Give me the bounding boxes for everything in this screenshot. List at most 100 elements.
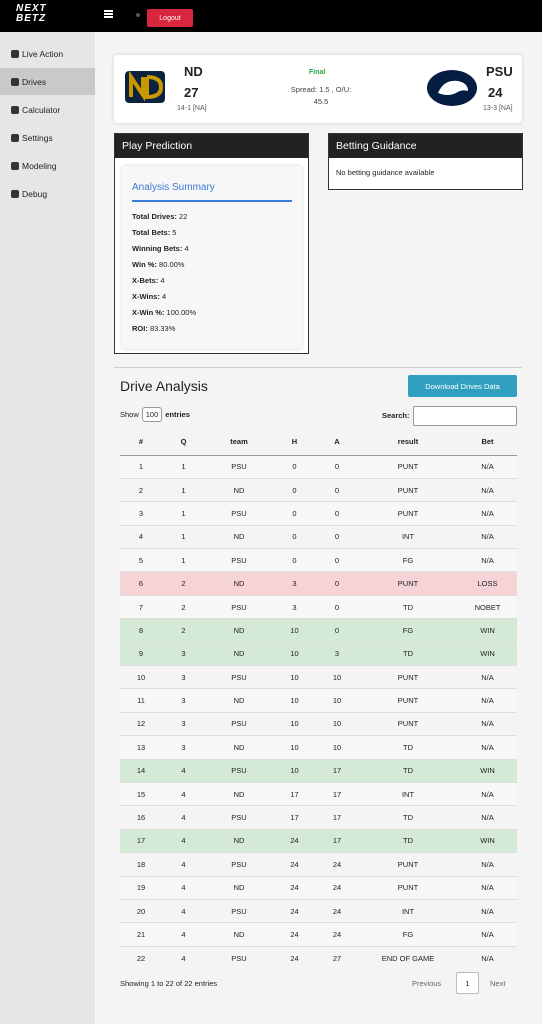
- table-row: 12 3 PSU 10 10 PUNT N/A: [120, 711, 517, 736]
- stat-value: 22: [178, 212, 188, 221]
- column-header[interactable]: result: [358, 428, 458, 456]
- table-cell: 4: [162, 922, 205, 947]
- table-cell: PUNT: [358, 477, 458, 502]
- table-cell: 0: [273, 454, 316, 479]
- sidebar-label: Drives: [22, 76, 47, 87]
- page-button[interactable]: 1: [456, 972, 479, 994]
- table-row: 7 2 PSU 3 0 TD NOBET: [120, 594, 517, 619]
- table-cell: ND: [205, 641, 273, 666]
- table-cell: N/A: [458, 945, 517, 970]
- home-record: 14-1 [NA]: [177, 105, 207, 112]
- table-cell: N/A: [458, 501, 517, 526]
- column-header[interactable]: team: [205, 428, 273, 456]
- column-header[interactable]: #: [120, 428, 162, 456]
- sidebar-item[interactable]: Drives: [0, 68, 95, 95]
- away-score: 24: [488, 85, 503, 100]
- table-cell: 0: [273, 501, 316, 526]
- table-cell: 24: [316, 852, 358, 877]
- column-header[interactable]: H: [273, 428, 316, 456]
- status-dot: [136, 13, 140, 17]
- table-row: 11 3 ND 10 10 PUNT N/A: [120, 688, 517, 713]
- show-label: Show: [120, 410, 139, 419]
- logout-button[interactable]: Logout: [147, 9, 193, 27]
- search-label: Search:: [382, 411, 410, 420]
- table-cell: 10: [273, 641, 316, 666]
- table-cell: ND: [205, 618, 273, 643]
- away-record: 13-3 [NA]: [483, 105, 513, 112]
- column-header[interactable]: A: [316, 428, 358, 456]
- table-cell: WIN: [458, 828, 517, 853]
- table-cell: TD: [358, 758, 458, 783]
- table-cell: 10: [273, 618, 316, 643]
- table-cell: 10: [273, 711, 316, 736]
- summary-title: Analysis Summary: [132, 182, 215, 193]
- table-cell: 10: [316, 688, 358, 713]
- table-cell: 10: [120, 665, 162, 689]
- table-cell: 3: [162, 688, 205, 713]
- scoreboard: ND 27 14-1 [NA] Final Spread: 1.5 , O/U:…: [114, 55, 522, 123]
- table-cell: 24: [273, 828, 316, 853]
- table-cell: 10: [273, 735, 316, 760]
- sidebar-item[interactable]: Calculator: [0, 96, 95, 123]
- brand-logo[interactable]: NEXT BETZ: [16, 4, 47, 24]
- table-cell: N/A: [458, 548, 517, 572]
- table-cell: PSU: [205, 548, 273, 572]
- table-cell: 4: [162, 898, 205, 923]
- table-cell: 24: [316, 922, 358, 947]
- menu-toggle[interactable]: [104, 10, 113, 18]
- table-row: 20 4 PSU 24 24 INT N/A: [120, 898, 517, 923]
- table-cell: 7: [120, 594, 162, 619]
- column-header[interactable]: Bet: [458, 428, 517, 456]
- table-cell: 2: [120, 477, 162, 502]
- stat-row: Total Drives: 22: [132, 212, 187, 221]
- table-cell: 10: [273, 758, 316, 783]
- table-cell: FG: [358, 548, 458, 572]
- table-cell: INT: [358, 898, 458, 923]
- sidebar-item[interactable]: Modeling: [0, 152, 95, 179]
- stat-value: 80.00%: [159, 260, 185, 269]
- table-cell: PSU: [205, 594, 273, 619]
- table-cell: PUNT: [358, 875, 458, 900]
- table-row: 10 3 PSU 10 10 PUNT N/A: [120, 665, 517, 689]
- table-cell: 24: [316, 898, 358, 923]
- table-cell: PSU: [205, 501, 273, 526]
- table-cell: PUNT: [358, 688, 458, 713]
- table-row: 22 4 PSU 24 27 END OF GAME N/A: [120, 945, 517, 970]
- play-prediction-panel: Play Prediction Analysis Summary Total D…: [114, 133, 309, 354]
- table-cell: 17: [316, 828, 358, 853]
- entries-label: entries: [165, 410, 190, 419]
- table-cell: FG: [358, 922, 458, 947]
- table-cell: ND: [205, 828, 273, 853]
- sidebar-item[interactable]: Live Action: [0, 40, 95, 67]
- sidebar-item[interactable]: Debug: [0, 180, 95, 207]
- table-cell: 1: [162, 548, 205, 572]
- table-cell: PUNT: [358, 711, 458, 736]
- table-cell: 3: [273, 594, 316, 619]
- sidebar-icon: [11, 77, 19, 86]
- table-row: 14 4 PSU 10 17 TD WIN: [120, 758, 517, 783]
- column-header[interactable]: Q: [162, 428, 205, 456]
- table-cell: 1: [120, 454, 162, 479]
- navbar: NEXT BETZ Logout: [0, 0, 542, 32]
- next-button[interactable]: Next: [490, 979, 506, 988]
- table-cell: PSU: [205, 758, 273, 783]
- stat-row: ROI: 83.33%: [132, 324, 175, 333]
- table-cell: LOSS: [458, 571, 517, 596]
- stat-row: Win %: 80.00%: [132, 260, 184, 269]
- table-cell: 24: [273, 852, 316, 877]
- search-input[interactable]: [413, 406, 517, 426]
- table-cell: WIN: [458, 758, 517, 783]
- previous-button[interactable]: Previous: [412, 979, 442, 988]
- sidebar-label: Live Action: [22, 48, 64, 59]
- download-button[interactable]: Download Drives Data: [408, 375, 517, 397]
- table-cell: 1: [162, 454, 205, 479]
- table-cell: 3: [273, 571, 316, 596]
- table-cell: WIN: [458, 641, 517, 666]
- table-cell: 12: [120, 711, 162, 736]
- table-cell: 24: [273, 922, 316, 947]
- table-cell: 0: [316, 454, 358, 479]
- sidebar-item[interactable]: Settings: [0, 124, 95, 151]
- page-size-select[interactable]: 100: [141, 407, 163, 422]
- table-cell: PSU: [205, 805, 273, 830]
- stat-label: X-Wins:: [132, 292, 160, 301]
